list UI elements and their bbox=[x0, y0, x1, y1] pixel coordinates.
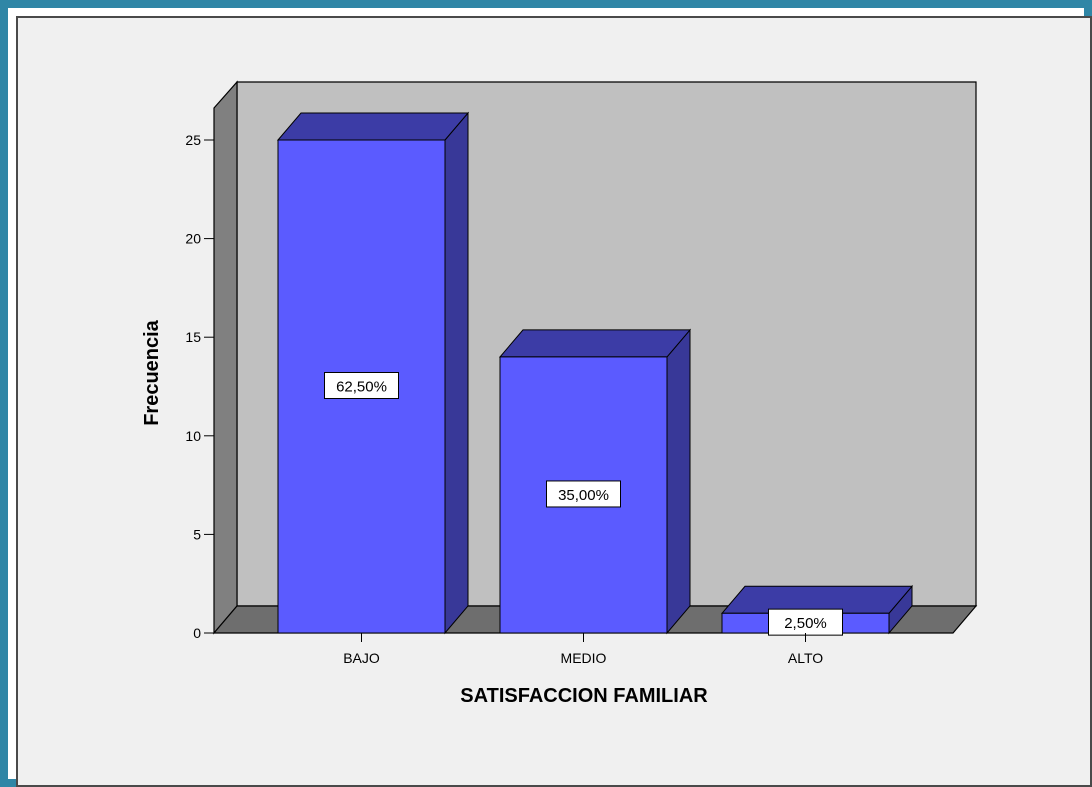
bar-top bbox=[498, 329, 692, 358]
side-wall bbox=[213, 80, 238, 635]
bar-alto: 2,50% bbox=[720, 584, 914, 636]
x-axis-title: SATISFACCION FAMILIAR bbox=[460, 685, 708, 707]
y-tick-label: 25 bbox=[185, 132, 201, 148]
x-tick-label: BAJO bbox=[343, 650, 380, 666]
y-tick-label: 0 bbox=[193, 625, 201, 641]
y-tick-label: 20 bbox=[185, 231, 201, 247]
y-tick-label: 5 bbox=[193, 526, 201, 542]
percent-label-text: 62,50% bbox=[336, 379, 387, 396]
x-axis: BAJO MEDIO ALTO bbox=[343, 633, 823, 666]
percent-label: 35,00% bbox=[546, 480, 621, 508]
y-axis-title: Frecuencia bbox=[141, 319, 163, 425]
bar-bajo: 62,50% bbox=[276, 111, 470, 635]
percent-label-box bbox=[324, 372, 399, 399]
x-tick-label: ALTO bbox=[788, 650, 823, 666]
bar-medio: 35,00% bbox=[498, 328, 692, 635]
percent-label-text: 2,50% bbox=[784, 615, 827, 632]
percent-label-box bbox=[768, 608, 843, 636]
bar-side bbox=[444, 111, 469, 635]
y-axis: 0 5 10 15 20 25 bbox=[185, 132, 214, 641]
bar-top bbox=[276, 112, 470, 141]
y-tick-label: 10 bbox=[185, 428, 201, 444]
bar-side bbox=[666, 328, 691, 635]
percent-label-text: 35,00% bbox=[558, 487, 609, 504]
x-tick-label: MEDIO bbox=[561, 650, 607, 666]
percent-label-box bbox=[546, 480, 621, 508]
bars: 62,50% 35,00% 2,50% bbox=[276, 111, 914, 636]
y-tick-label: 15 bbox=[185, 329, 201, 345]
percent-label: 62,50% bbox=[324, 372, 399, 399]
percent-label: 2,50% bbox=[768, 608, 843, 636]
